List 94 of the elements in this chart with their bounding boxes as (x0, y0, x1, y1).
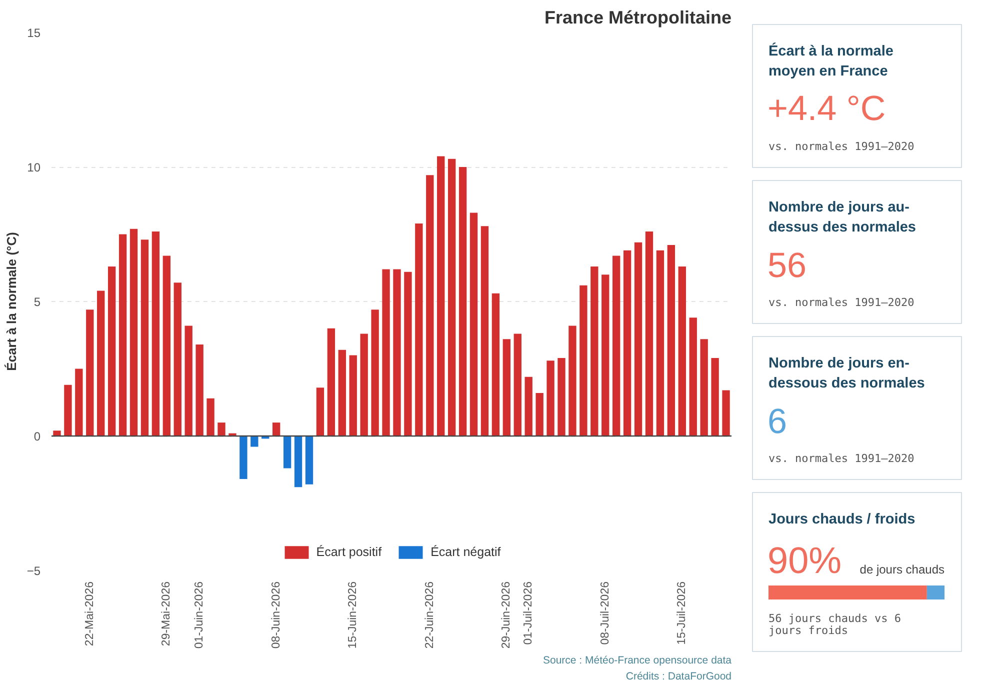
bar (382, 269, 390, 436)
bar (86, 310, 94, 436)
bar (174, 282, 182, 436)
bar (524, 376, 532, 436)
bar (634, 242, 642, 436)
x-tick-label: 29-Juin-2026 (500, 581, 513, 649)
text: vs. normales 1991–2020 (768, 452, 914, 465)
x-tick-label: 22-Juin-2026 (424, 581, 436, 649)
bar (294, 436, 302, 488)
bar (250, 436, 258, 447)
bar (184, 326, 192, 436)
bar (546, 360, 554, 436)
y-tick-label: 5 (34, 295, 41, 309)
y-tick-label: 0 (34, 430, 41, 444)
bar (140, 240, 149, 436)
bar (568, 326, 576, 436)
x-tick-label: 15-Juin-2026 (347, 581, 360, 649)
bar (722, 390, 730, 436)
x-tick-label: 01-Juin-2026 (194, 581, 206, 649)
bar (240, 436, 248, 480)
bar (152, 232, 160, 436)
text: de jours chauds (860, 562, 945, 576)
bar (426, 175, 434, 436)
bar (206, 398, 214, 436)
bar (415, 223, 423, 436)
bar (108, 266, 116, 436)
bar (612, 256, 620, 436)
bar (502, 339, 510, 436)
bar (272, 422, 280, 436)
text: +4.4 °C (768, 89, 886, 128)
text: Écart à la normale moyen en France (768, 42, 894, 80)
legend-label: Écart négatif (430, 545, 501, 559)
bar (338, 350, 346, 436)
x-tick-label: 01-Juil-2026 (522, 581, 535, 645)
bar (437, 156, 445, 436)
bar (700, 339, 708, 436)
legend-label: Écart positif (316, 545, 382, 559)
bar (404, 272, 412, 436)
text: vs. normales 1991–2020 (768, 296, 914, 309)
bar (162, 256, 170, 436)
bar (130, 228, 138, 436)
bar (492, 293, 500, 436)
text: 56 jours chauds vs 6 jours froids (768, 612, 901, 637)
y-tick-label: −5 (26, 564, 41, 578)
chart-title: Jours chauds / froids (768, 512, 916, 528)
bar (53, 430, 61, 436)
bar (480, 226, 489, 436)
x-tick-label: 08-Juil-2026 (599, 581, 612, 645)
bar (645, 232, 654, 436)
y-axis-title: Écart à la normale (°C) (4, 232, 19, 371)
chart-title: France Métropolitaine (544, 8, 732, 28)
bar (393, 269, 401, 436)
bar (558, 358, 566, 436)
bar (667, 245, 676, 436)
text: 56 (768, 246, 806, 285)
x-tick-label: 29-Mai-2026 (160, 581, 173, 646)
bar (580, 285, 588, 436)
bar (623, 250, 632, 436)
bar (711, 358, 719, 436)
bar (283, 436, 292, 468)
bar (316, 388, 324, 436)
bar (118, 234, 127, 436)
bar (514, 334, 522, 436)
text: Crédits : DataForGood (626, 670, 732, 682)
y-tick-label: 10 (27, 160, 41, 174)
bar (689, 318, 697, 436)
source-note: Source : Météo-France opensource data (542, 654, 732, 666)
bar (371, 310, 379, 436)
text: Nombre de jours au-dessus des normales (768, 200, 916, 236)
bar (678, 266, 686, 436)
bar (64, 384, 72, 436)
text: Nombre de jours en-dessous des normales (768, 356, 925, 392)
x-tick-label: 15-Juil-2026 (676, 581, 688, 645)
bar (448, 158, 456, 436)
bar (602, 274, 610, 436)
bar (470, 212, 478, 436)
bar (536, 392, 544, 436)
y-tick-label: 15 (27, 26, 41, 40)
bar (305, 436, 314, 484)
bar (327, 328, 336, 436)
x-tick-label: 22-Mai-2026 (84, 581, 96, 646)
bar (458, 167, 467, 436)
x-tick-label: 08-Juin-2026 (270, 581, 282, 649)
text: 6 (768, 402, 787, 441)
bar (360, 334, 368, 436)
bar (656, 250, 664, 436)
text: vs. normales 1991–2020 (768, 140, 914, 153)
text: 90% (768, 540, 842, 581)
bar (196, 344, 204, 436)
bar (75, 368, 83, 436)
bar (590, 266, 598, 436)
bar (349, 355, 357, 436)
bar (97, 290, 105, 436)
bar (218, 422, 226, 436)
